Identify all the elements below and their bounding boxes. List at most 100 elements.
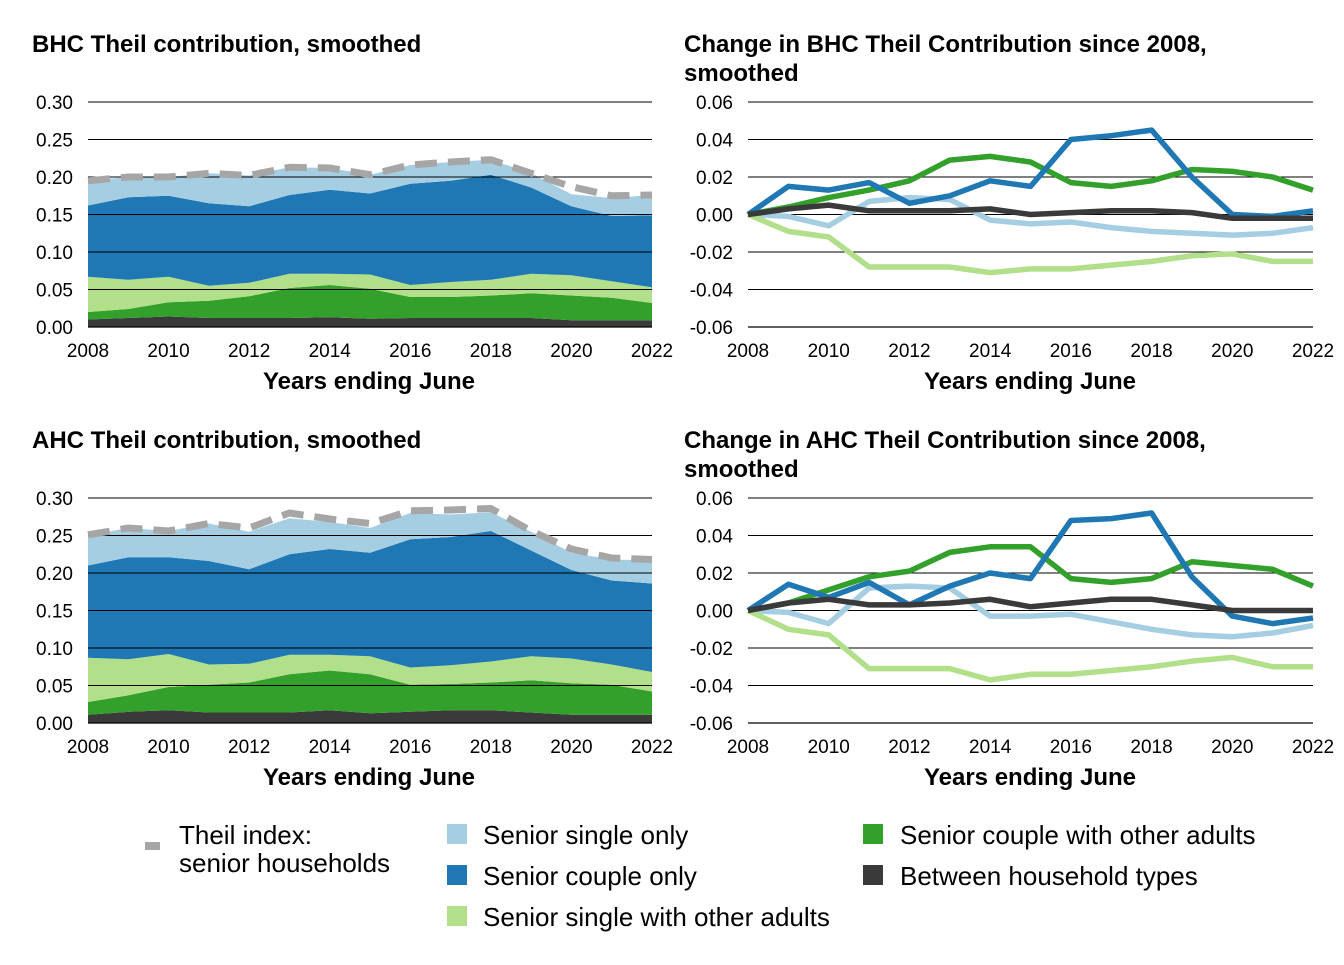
panel-2: Change in BHC Theil Contribution since 2…	[684, 31, 1334, 395]
chart-title: Change in AHC Theil Contribution since 2…	[684, 427, 1206, 483]
x-axis-label: Years ending June	[924, 368, 1136, 395]
x-tick-label: 2016	[389, 341, 431, 362]
series-senior-couple-only	[746, 510, 1314, 627]
legend: Theil index:senior households Senior sing…	[145, 820, 1256, 932]
y-tick-label: 0.02	[696, 168, 733, 189]
x-tick-label: 2012	[228, 341, 270, 362]
area-senior-single-with-other-adults	[88, 273, 652, 312]
legend-item: Senior couple only	[447, 861, 697, 891]
x-tick-label: 2016	[1050, 737, 1092, 758]
area-between-household-types	[88, 316, 652, 327]
x-tick-label: 2010	[147, 341, 189, 362]
series-senior-couple-with-other-adults	[747, 544, 1315, 614]
area-senior-single-only	[88, 159, 652, 216]
x-tick-label: 2022	[631, 737, 673, 758]
x-tick-label: 2022	[631, 341, 673, 362]
legend-key	[447, 865, 467, 885]
legend-key	[447, 906, 467, 926]
y-tick-label: 0.30	[36, 93, 73, 114]
area-senior-couple-only	[88, 531, 652, 672]
x-tick-label: 2014	[969, 737, 1012, 758]
x-tick-label: 2018	[1130, 341, 1172, 362]
chart-title: Change in BHC Theil Contribution since 2…	[684, 31, 1207, 87]
y-tick-label: -0.04	[690, 281, 734, 302]
panel-4: Change in AHC Theil Contribution since 2…	[684, 427, 1334, 791]
series-theil-index-total	[87, 156, 653, 200]
y-tick-label: 0.06	[696, 93, 733, 114]
x-tick-label: 2020	[550, 341, 592, 362]
x-axis-label: Years ending June	[263, 764, 475, 791]
x-tick-label: 2020	[1211, 737, 1253, 758]
x-tick-label: 2014	[309, 341, 352, 362]
area-senior-couple-only	[88, 174, 652, 288]
y-tick-label: 0.20	[36, 168, 73, 189]
series-between-household-types	[747, 202, 1313, 222]
y-tick-label: 0.15	[36, 602, 73, 623]
legend-item: Theil index:senior households	[145, 820, 390, 878]
series-senior-single-with-other-adults	[746, 211, 1313, 276]
x-tick-label: 2020	[550, 737, 592, 758]
y-tick-label: 0.00	[36, 714, 73, 735]
y-tick-label: 0.15	[36, 206, 73, 227]
y-tick-label: 0.05	[36, 677, 73, 698]
area-senior-single-only	[88, 512, 652, 584]
y-tick-label: 0.04	[696, 527, 733, 548]
y-tick-label: -0.06	[690, 714, 733, 735]
y-tick-label: 0.20	[36, 564, 73, 585]
x-tick-label: 2022	[1292, 737, 1334, 758]
series-senior-single-only	[747, 194, 1314, 238]
legend-item: Senior single with other adults	[447, 902, 830, 932]
y-tick-label: 0.04	[696, 131, 733, 152]
x-axis-label: Years ending June	[263, 368, 475, 395]
legend-item: Between household types	[863, 861, 1198, 891]
x-tick-label: 2010	[147, 737, 189, 758]
x-tick-label: 2014	[309, 737, 352, 758]
y-tick-label: 0.00	[696, 206, 733, 227]
y-tick-label: 0.02	[696, 564, 733, 585]
x-tick-label: 2018	[1130, 737, 1172, 758]
y-tick-label: 0.05	[36, 281, 73, 302]
x-tick-label: 2010	[808, 737, 850, 758]
x-tick-label: 2012	[888, 341, 930, 362]
area-senior-single-with-other-adults	[88, 654, 652, 702]
legend-key	[863, 824, 883, 844]
y-tick-label: 0.25	[36, 131, 73, 152]
area-between-household-types	[88, 710, 652, 723]
series-between-household-types	[747, 596, 1313, 614]
chart-title: AHC Theil contribution, smoothed	[32, 427, 421, 454]
panel-3: AHC Theil contribution, smoothed 0.00 0.05…	[32, 427, 673, 791]
x-tick-label: 2014	[969, 341, 1012, 362]
legend-key	[447, 824, 467, 844]
series-senior-couple-only	[746, 127, 1314, 220]
x-tick-label: 2012	[888, 737, 930, 758]
legend-label: Senior single only	[483, 820, 688, 850]
y-tick-label: 0.00	[36, 318, 73, 339]
legend-key	[863, 865, 883, 885]
legend-label: Senior couple only	[483, 861, 697, 891]
legend-label: Senior single with other adults	[483, 902, 830, 932]
series-senior-couple-with-other-adults	[747, 153, 1314, 218]
y-tick-label: -0.02	[690, 639, 733, 660]
area-senior-couple-with-other-adults	[88, 285, 652, 321]
y-tick-label: 0.00	[696, 602, 733, 623]
x-axis-label: Years ending June	[924, 764, 1136, 791]
legend-item: Senior single only	[447, 820, 688, 850]
x-tick-label: 2018	[470, 341, 512, 362]
y-tick-label: 0.30	[36, 489, 73, 510]
x-tick-label: 2022	[1292, 341, 1334, 362]
area-senior-couple-with-other-adults	[88, 670, 652, 715]
y-tick-label: -0.02	[690, 243, 733, 264]
chart-title: BHC Theil contribution, smoothed	[32, 31, 421, 58]
x-tick-label: 2020	[1211, 341, 1253, 362]
y-tick-label: -0.06	[690, 318, 733, 339]
legend-key-dash	[145, 842, 160, 850]
y-tick-label: -0.04	[690, 677, 734, 698]
series-senior-single-only	[747, 583, 1314, 640]
x-tick-label: 2008	[67, 737, 109, 758]
x-tick-label: 2016	[1050, 341, 1092, 362]
x-tick-label: 2012	[228, 737, 270, 758]
legend-label: Senior couple with other adults	[900, 820, 1256, 850]
legend-label: Theil index:	[179, 820, 312, 850]
